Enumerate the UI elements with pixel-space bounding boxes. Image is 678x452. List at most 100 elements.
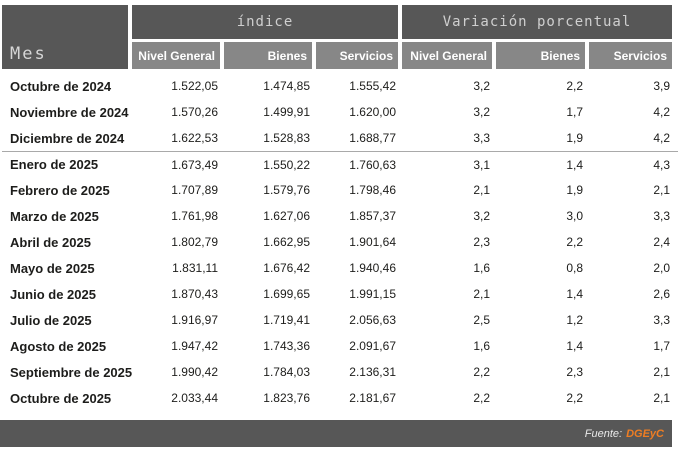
month-cell: Marzo de 2025: [10, 208, 99, 224]
table-body: Octubre de 2024 1.522,05 1.474,85 1.555,42 3…: [2, 69, 678, 411]
table-row: Diciembre de 2024 1.622,53 1.528,83 1.688,7…: [2, 125, 678, 151]
index-value-cell: 1.579,76: [263, 183, 310, 197]
table-row: Abril de 2025 1.802,79 1.662,95 1.901,64 2,3…: [2, 229, 678, 255]
index-value-cell: 1.676,42: [263, 261, 310, 275]
variation-value-cell: 2,2: [566, 79, 583, 93]
index-value-cell: 1.499,91: [263, 105, 310, 119]
variation-value-cell: 3,3: [473, 131, 490, 145]
index-value-cell: 1.870,43: [171, 287, 218, 301]
variation-value-cell: 2,2: [566, 391, 583, 405]
subheader-variacion-servicios: Servicios: [589, 42, 672, 69]
index-value-cell: 2.033,44: [171, 391, 218, 405]
month-cell: Enero de 2025: [10, 157, 99, 172]
variation-value-cell: 0,8: [566, 261, 583, 275]
variation-value-cell: 4,3: [653, 157, 670, 172]
variation-value-cell: 1,7: [566, 105, 583, 119]
index-value-cell: 1.673,49: [171, 157, 218, 172]
index-value-cell: 1.622,53: [171, 131, 218, 145]
index-value-cell: 1.823,76: [263, 391, 310, 405]
table-row: Enero de 2025 1.673,49 1.550,22 1.760,63 3,1…: [2, 151, 678, 177]
index-value-cell: 1.707,89: [171, 183, 218, 197]
month-cell: Febrero de 2025: [10, 182, 110, 198]
index-value-cell: 1.761,98: [171, 209, 218, 223]
index-value-cell: 1.784,03: [263, 365, 310, 379]
index-value-cell: 2.136,31: [349, 365, 396, 379]
variation-value-cell: 2,6: [653, 287, 670, 301]
column-header-mes: Mes: [2, 5, 128, 69]
index-value-cell: 1.719,41: [263, 313, 310, 327]
source-value-link[interactable]: DGEyC: [626, 427, 664, 440]
group-header-indice: índice: [132, 5, 398, 39]
month-cell: Abril de 2025: [10, 234, 91, 250]
variation-value-cell: 3,9: [653, 79, 670, 93]
index-value-cell: 1.798,46: [349, 183, 396, 197]
month-cell: Julio de 2025: [10, 312, 92, 328]
variation-value-cell: 2,2: [566, 235, 583, 249]
variation-value-cell: 4,2: [653, 105, 670, 119]
subheader-indice-bienes: Bienes: [224, 42, 312, 69]
index-value-cell: 1.901,64: [349, 235, 396, 249]
variation-value-cell: 2,3: [473, 235, 490, 249]
month-cell: Noviembre de 2024: [10, 104, 129, 120]
index-value-cell: 1.528,83: [263, 131, 310, 145]
index-value-cell: 1.550,22: [263, 157, 310, 172]
variation-value-cell: 2,2: [473, 391, 490, 405]
subheader-variacion-bienes: Bienes: [496, 42, 585, 69]
variation-value-cell: 2,1: [653, 365, 670, 379]
table-row: Junio de 2025 1.870,43 1.699,65 1.991,15 2,1…: [2, 281, 678, 307]
month-cell: Septiembre de 2025: [10, 364, 133, 380]
variation-value-cell: 2,1: [653, 183, 670, 197]
variation-value-cell: 1,4: [566, 287, 583, 301]
variation-value-cell: 1,4: [566, 157, 583, 172]
index-value-cell: 1.743,36: [263, 339, 310, 353]
variation-value-cell: 2,0: [653, 261, 670, 275]
index-value-cell: 1.620,00: [349, 105, 396, 119]
variation-value-cell: 1,2: [566, 313, 583, 327]
variation-value-cell: 1,9: [566, 183, 583, 197]
month-cell: Junio de 2025: [10, 286, 96, 302]
source-label: Fuente:: [584, 427, 623, 440]
group-header-variacion-porcentual: Variación porcentual: [402, 5, 672, 39]
index-value-cell: 1.940,46: [349, 261, 396, 275]
variation-value-cell: 1,9: [566, 131, 583, 145]
table-row: Julio de 2025 1.916,97 1.719,41 2.056,63 2,5…: [2, 307, 678, 333]
subheader-indice-servicios: Servicios: [316, 42, 398, 69]
index-value-cell: 1.699,65: [263, 287, 310, 301]
variation-value-cell: 3,1: [473, 157, 490, 172]
index-value-cell: 1.555,42: [349, 79, 396, 93]
index-value-cell: 1.570,26: [171, 105, 218, 119]
index-value-cell: 1.947,42: [171, 339, 218, 353]
variation-value-cell: 1,7: [653, 339, 670, 353]
month-cell: Agosto de 2025: [10, 338, 107, 354]
variation-value-cell: 3,3: [653, 209, 670, 223]
variation-value-cell: 3,2: [473, 79, 490, 93]
variation-value-cell: 2,1: [653, 391, 670, 405]
index-value-cell: 1.760,63: [349, 157, 396, 172]
month-cell: Octubre de 2024: [10, 78, 112, 94]
variation-value-cell: 2,5: [473, 313, 490, 327]
table-row: Mayo de 2025 1.831,11 1.676,42 1.940,46 1,6 0…: [2, 255, 678, 281]
variation-value-cell: 1,6: [473, 339, 490, 353]
index-value-cell: 1.688,77: [349, 131, 396, 145]
table-row: Febrero de 2025 1.707,89 1.579,76 1.798,46 2…: [2, 177, 678, 203]
data-table: Mes índice Variación porcentual Nivel Ge…: [2, 5, 678, 411]
variation-value-cell: 1,6: [473, 261, 490, 275]
month-cell: Octubre de 2025: [10, 390, 112, 406]
index-value-cell: 1.990,42: [171, 365, 218, 379]
variation-value-cell: 3,2: [473, 209, 490, 223]
index-value-cell: 1.474,85: [263, 79, 310, 93]
subheader-variacion-nivel-general: Nivel General: [402, 42, 492, 69]
variation-value-cell: 2,3: [566, 365, 583, 379]
table-row: Octubre de 2025 2.033,44 1.823,76 2.181,67 2…: [2, 385, 678, 411]
variation-value-cell: 3,2: [473, 105, 490, 119]
table-row: Noviembre de 2024 1.570,26 1.499,91 1.620,0…: [2, 99, 678, 125]
variation-value-cell: 2,1: [473, 183, 490, 197]
index-value-cell: 2.091,67: [349, 339, 396, 353]
index-value-cell: 2.181,67: [349, 391, 396, 405]
index-value-cell: 1.627,06: [263, 209, 310, 223]
variation-value-cell: 2,1: [473, 287, 490, 301]
variation-value-cell: 4,2: [653, 131, 670, 145]
variation-value-cell: 2,2: [473, 365, 490, 379]
table-row: Agosto de 2025 1.947,42 1.743,36 2.091,67 1,…: [2, 333, 678, 359]
